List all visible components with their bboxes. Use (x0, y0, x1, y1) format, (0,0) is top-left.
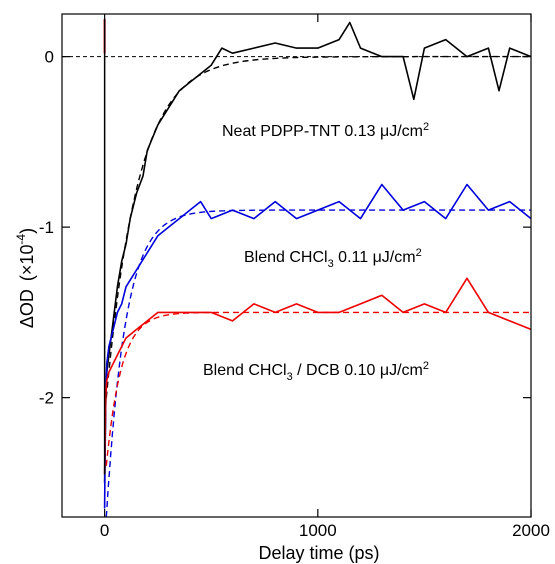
x-axis-label: Delay time (ps) (258, 543, 379, 563)
y-axis-label-unit-prefix: (×10 (17, 245, 37, 282)
label-neat-pdpp-tnt: Neat PDPP-TNT 0.13 μJ/cm2 (222, 121, 429, 140)
plot-frame (61, 13, 532, 518)
label-blend-chcl3-dcb: Blend CHCl3 / DCB 0.10 μJ/cm2 (203, 360, 429, 383)
y-tick-label-1: -1 (39, 218, 54, 237)
label-blend-dcb-subscript: 3 (287, 371, 293, 383)
series-0-fit (105, 55, 531, 398)
series-1-trace (103, 183, 532, 509)
series-2-fit (105, 311, 531, 466)
x-tick-label-2: 2000 (512, 521, 550, 540)
series-1-fit (105, 209, 531, 518)
series-0-trace (103, 21, 532, 483)
label-blend-chcl3-superscript: 2 (416, 247, 422, 259)
label-blend-chcl3-text: Blend CHCl (244, 249, 328, 266)
label-blend-dcb-superscript: 2 (423, 360, 429, 372)
label-blend-dcb-text: Blend CHCl (203, 362, 287, 379)
label-neat-superscript: 2 (423, 121, 429, 133)
y-axis-label-unit-suffix: ) (17, 228, 37, 234)
y-axis-label: ΔOD (×10-4) (14, 228, 37, 328)
x-tick-label-1: 1000 (299, 521, 337, 540)
label-neat-text: Neat PDPP-TNT 0.13 μJ/cm (222, 123, 423, 140)
y-axis-label-main: ΔOD (17, 289, 37, 328)
label-blend-dcb-energy: / DCB 0.10 μJ/cm (293, 362, 423, 379)
x-tick-label-0: 0 (100, 521, 109, 540)
y-tick-label-2: -2 (39, 389, 54, 408)
label-blend-chcl3-subscript: 3 (328, 258, 334, 270)
y-axis-label-unit-exponent: -4 (14, 234, 28, 245)
label-blend-chcl3: Blend CHCl3 0.11 μJ/cm2 (244, 247, 422, 270)
label-blend-chcl3-energy: 0.11 μJ/cm (334, 249, 416, 266)
axis-ticks: 0 1000 2000 0 -1 -2 (39, 14, 550, 540)
series-2-trace (103, 277, 532, 475)
data-curves (103, 19, 532, 518)
y-tick-label-0: 0 (45, 48, 54, 67)
